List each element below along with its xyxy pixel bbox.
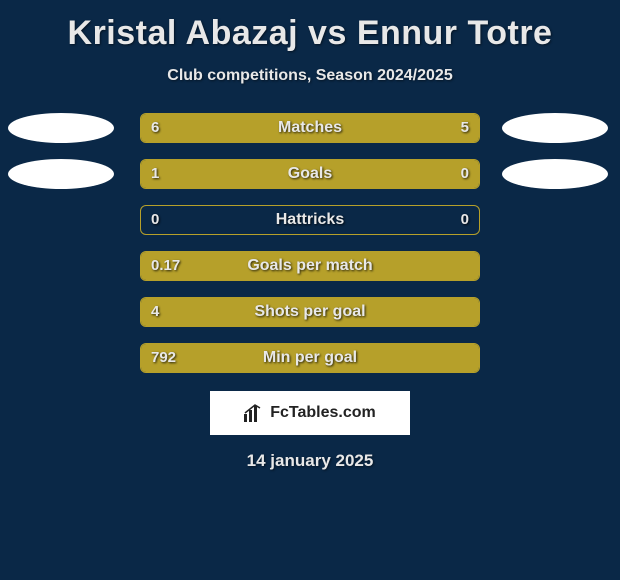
value-left: 792 [151,344,176,372]
chart-icon [244,404,264,422]
bar-track: Min per goal792 [140,343,480,373]
bar-fill-left [141,344,479,372]
bar-fill-left [141,252,479,280]
value-right: 5 [461,114,469,142]
bar-track: Goals per match0.17 [140,251,480,281]
flag-left [8,113,114,143]
value-right: 0 [461,160,469,188]
site-logo[interactable]: FcTables.com [210,391,410,435]
value-left: 0.17 [151,252,180,280]
flag-right [502,159,608,189]
stat-row: Hattricks0 0 [0,205,620,235]
stat-row: Shots per goal4 [0,297,620,327]
bar-fill-left [141,298,479,326]
stat-label: Hattricks [141,206,479,234]
value-right: 0 [461,206,469,234]
value-left: 4 [151,298,159,326]
logo-text: FcTables.com [270,404,376,422]
value-left: 0 [151,206,159,234]
subtitle: Club competitions, Season 2024/2025 [0,67,620,85]
bar-track: Shots per goal4 [140,297,480,327]
value-left: 1 [151,160,159,188]
stat-row: Min per goal792 [0,343,620,373]
value-left: 6 [151,114,159,142]
bar-fill-left [141,114,479,142]
date-text: 14 january 2025 [0,451,620,471]
page-title: Kristal Abazaj vs Ennur Totre [0,0,620,53]
bar-fill-left [141,160,401,188]
flag-right [502,113,608,143]
stat-row: Matches65 [0,113,620,143]
bar-track: Goals10 [140,159,480,189]
stat-row: Goals per match0.17 [0,251,620,281]
stat-row: Goals10 [0,159,620,189]
flag-left [8,159,114,189]
bar-track: Matches65 [140,113,480,143]
comparison-chart: Matches65Goals10Hattricks00Goals per mat… [0,113,620,373]
bar-track: Hattricks0 0 [140,205,480,235]
